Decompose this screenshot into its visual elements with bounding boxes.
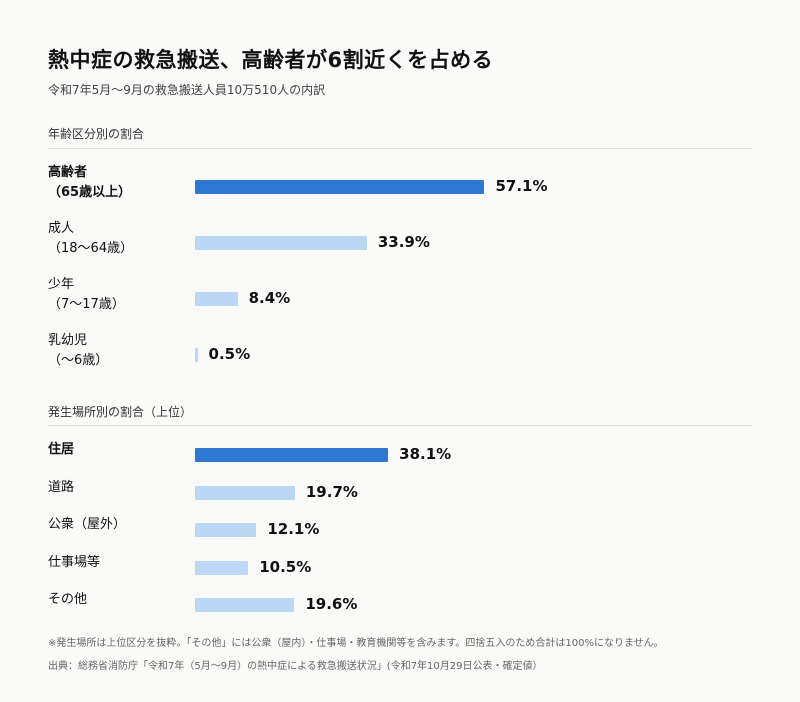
location-value-label: 12.1%: [267, 520, 320, 538]
location-category-label-line: 住居: [48, 442, 75, 457]
location-bar: [195, 598, 295, 612]
age-section-divider: [48, 148, 752, 149]
location-category-label-line: 公衆（屋外）: [48, 517, 127, 532]
age-category-label-line: 高齢者: [48, 165, 88, 180]
location-category-label-line: その他: [48, 592, 88, 607]
age-category-label-line: （65歳以上）: [48, 185, 132, 200]
location-bar: [195, 560, 249, 575]
location-value-label: 19.6%: [305, 595, 358, 613]
location-category-label: 道路: [48, 478, 74, 498]
age-section-title: 年齢区分別の割合: [48, 127, 145, 141]
age-bar: [195, 292, 238, 306]
location-category-label-line: 道路: [48, 479, 75, 495]
age-value-label: 0.5%: [208, 345, 251, 363]
location-value-label: 10.5%: [259, 557, 312, 576]
footnote: ※発生場所は上位区分を抜粋。「その他」には公衆（屋内）・仕事場・教育機関等を含み…: [48, 638, 664, 649]
age-category-label: 高齢者 （65歳以上）: [48, 163, 131, 203]
location-bar: [195, 523, 257, 537]
location-category-label: 住居: [48, 440, 74, 460]
age-bar: [195, 236, 367, 250]
location-category-label: 仕事場等: [48, 553, 100, 573]
age-category-label: 成人 （18〜64歳）: [48, 219, 133, 259]
age-bar: [195, 180, 485, 194]
age-category-label-line: 乳幼児: [48, 333, 88, 348]
age-category-label: 少年 （7〜17歳）: [48, 275, 125, 315]
location-value-label: 19.7%: [305, 482, 358, 501]
location-category-label-line: 仕事場等: [48, 554, 101, 570]
page-title: 熱中症の救急搬送、高齢者が6割近くを占める: [48, 48, 494, 72]
location-value-label: 38.1%: [399, 445, 452, 463]
source-note: 出典：総務省消防庁「令和7年（5月〜9月）の熱中症による救急搬送状況」(令和7年…: [48, 661, 543, 672]
location-category-label: その他: [48, 590, 87, 610]
age-value-label: 8.4%: [248, 289, 291, 307]
page-subtitle: 令和7年5月〜9月の救急搬送人員10万510人の内訳: [48, 83, 326, 97]
age-category-label: 乳幼児 （〜6歳）: [48, 331, 108, 371]
age-value-label: 57.1%: [495, 177, 548, 195]
age-bar: [195, 348, 198, 362]
age-category-label-line: 少年: [48, 277, 75, 292]
location-section-divider: [48, 425, 752, 426]
location-bar: [195, 448, 389, 462]
location-category-label: 公衆（屋外）: [48, 515, 126, 535]
location-section-title: 発生場所別の割合（上位）: [48, 405, 193, 419]
age-category-label-line: 成人: [48, 221, 75, 236]
location-bar: [195, 485, 295, 500]
age-category-label-line: （18〜64歳）: [48, 241, 134, 256]
age-value-label: 33.9%: [377, 233, 430, 251]
age-category-label-line: （〜6歳）: [48, 353, 109, 368]
age-category-label-line: （7〜17歳）: [48, 297, 125, 312]
